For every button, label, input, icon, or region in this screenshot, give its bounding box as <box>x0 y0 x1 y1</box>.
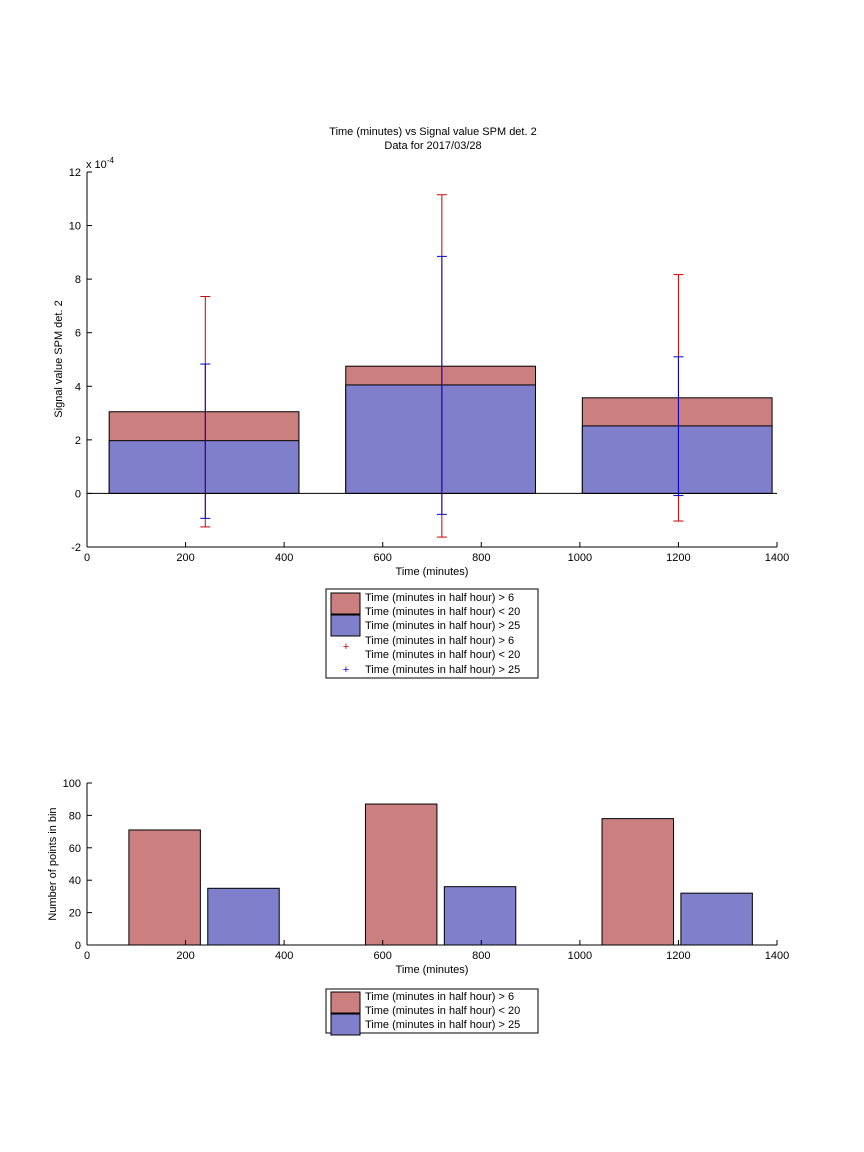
signal-bars <box>87 365 777 494</box>
x-tick-label: 400 <box>275 950 293 962</box>
chart-subtitle: Data for 2017/03/28 <box>384 140 481 152</box>
y-exponent-label: x 10-4 <box>86 156 114 171</box>
signal-chart: Time (minutes) vs Signal value SPM det. … <box>53 126 789 679</box>
y-tick-label: 80 <box>69 810 81 822</box>
legend-item: Time (minutes in half hour) > 25 <box>365 620 520 632</box>
y-axis-label: Signal value SPM det. 2 <box>53 300 65 417</box>
count-axes: 0 200 400 600 800 1000 1200 1400 0 20 40 60 80 100 <box>63 778 790 962</box>
x-tick-label: 200 <box>176 950 194 962</box>
count-bar-red <box>364 803 438 946</box>
y-tick-label: 8 <box>75 274 81 286</box>
legend-item: Time (minutes in half hour) > 25 <box>365 664 520 676</box>
count-legend: Time (minutes in half hour) > 6 Time (mi… <box>325 988 539 1036</box>
legend-swatch-blue <box>330 614 361 637</box>
count-bar-blue <box>207 887 280 946</box>
x-axis-label: Time (minutes) <box>396 566 469 578</box>
exponent-power: -4 <box>107 156 115 165</box>
y-axis-label: Number of points in bin <box>47 807 59 920</box>
x-tick-label: 1400 <box>765 950 789 962</box>
errorbar-blue <box>436 255 447 515</box>
y-tick-label: 40 <box>69 875 81 887</box>
x-tick-label: 400 <box>275 552 293 564</box>
legend-swatch-blue <box>330 1013 361 1036</box>
errorbar-blue <box>200 363 211 519</box>
signal-legend: Time (minutes in half hour) > 6 Time (mi… <box>325 588 539 679</box>
legend-item: Time (minutes in half hour) < 20 <box>365 649 520 661</box>
count-bar-blue <box>443 886 517 946</box>
x-tick-label: 0 <box>84 950 90 962</box>
x-tick-label: 800 <box>472 552 490 564</box>
legend-item: Time (minutes in half hour) > 6 <box>365 635 514 647</box>
x-tick-label: 800 <box>472 950 490 962</box>
legend-swatch-red <box>330 991 361 1014</box>
x-tick-label: 1000 <box>568 950 592 962</box>
x-tick-label: 1200 <box>666 552 690 564</box>
exponent-base: x 10 <box>86 159 107 171</box>
errorbar-blue <box>673 356 684 497</box>
y-tick-label: 2 <box>75 435 81 447</box>
bar-blue <box>581 425 773 494</box>
x-tick-label: 600 <box>374 950 392 962</box>
legend-marker-red-plus: + <box>343 641 349 653</box>
y-tick-label: 6 <box>75 328 81 340</box>
signal-errorbars <box>200 194 684 538</box>
y-tick-label: 0 <box>75 940 81 952</box>
legend-marker-blue-plus: + <box>343 664 349 676</box>
y-tick-label: 12 <box>69 167 81 179</box>
y-tick-label: 10 <box>69 221 81 233</box>
count-chart: 0 200 400 600 800 1000 1200 1400 0 20 40 60 80 100 Ti… <box>47 778 790 1036</box>
legend-item: Time (minutes in half hour) < 20 <box>365 1005 520 1017</box>
bar-blue <box>345 384 536 494</box>
legend-box <box>325 588 539 679</box>
bar-blue <box>108 440 300 494</box>
x-axis-label: Time (minutes) <box>396 964 469 976</box>
legend-box <box>325 988 539 1034</box>
chart-title: Time (minutes) vs Signal value SPM det. … <box>329 126 536 138</box>
y-tick-label: 20 <box>69 908 81 920</box>
count-bars <box>128 803 753 946</box>
x-tick-label: 1000 <box>568 552 592 564</box>
legend-item: Time (minutes in half hour) > 6 <box>365 991 514 1003</box>
y-tick-label: 4 <box>75 381 81 393</box>
legend-item: Time (minutes in half hour) > 25 <box>365 1019 520 1031</box>
count-bar-blue <box>680 892 753 946</box>
x-tick-label: 0 <box>84 552 90 564</box>
x-tick-label: 1200 <box>666 950 690 962</box>
legend-swatch-red <box>330 592 361 615</box>
y-tick-label: 0 <box>75 488 81 500</box>
count-bar-red <box>128 829 201 946</box>
y-tick-label: 60 <box>69 843 81 855</box>
x-tick-label: 1400 <box>765 552 789 564</box>
y-tick-label: -2 <box>71 542 81 554</box>
legend-item: Time (minutes in half hour) > 6 <box>365 592 514 604</box>
x-tick-label: 600 <box>374 552 392 564</box>
y-tick-label: 100 <box>63 778 81 790</box>
legend-item: Time (minutes in half hour) < 20 <box>365 606 520 618</box>
x-tick-label: 200 <box>176 552 194 564</box>
count-bar-red <box>601 818 674 946</box>
